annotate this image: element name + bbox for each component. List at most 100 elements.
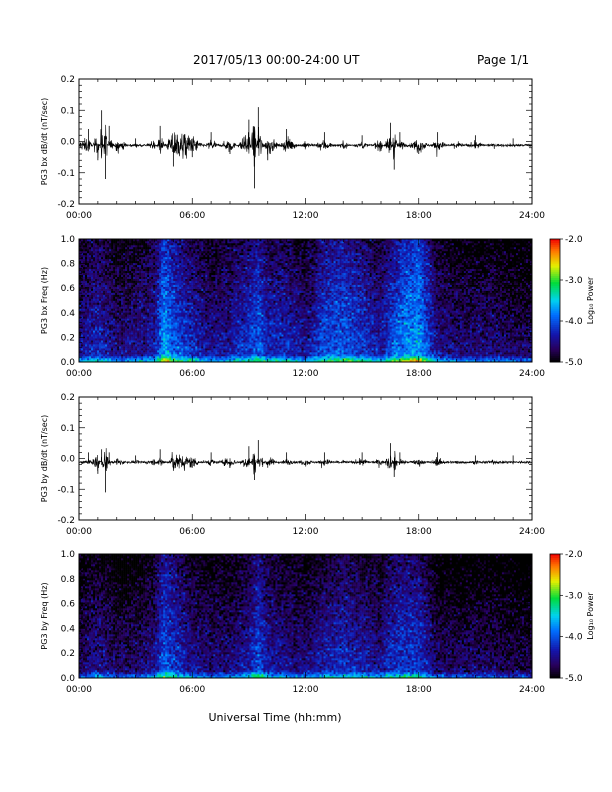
spectrogram-cell — [149, 354, 152, 357]
spectrogram-cell — [123, 354, 126, 357]
spectrogram-cell — [143, 278, 146, 281]
spectrogram-cell — [103, 250, 106, 254]
spectrogram-cell — [195, 266, 198, 270]
spectrogram-cell — [177, 270, 180, 274]
spectrogram-cell — [161, 276, 164, 279]
spectrogram-cell — [217, 332, 220, 335]
spectrogram-cell — [181, 304, 184, 307]
spectrogram-cell — [133, 262, 136, 266]
spectrogram-cell — [213, 360, 216, 363]
spectrogram-cell — [97, 268, 100, 272]
spectrogram-cell — [147, 306, 150, 309]
spectrogram-cell — [153, 258, 156, 262]
spectrogram-cell — [213, 286, 216, 289]
spectrogram-cell — [219, 290, 222, 293]
spectrogram-cell — [231, 274, 234, 277]
spectrogram-cell — [181, 300, 184, 303]
spectrogram-cell — [205, 258, 208, 262]
spectrogram-cell — [97, 336, 100, 339]
spectrogram-cell — [131, 308, 134, 311]
spectrogram-cell — [159, 272, 162, 276]
spectrogram-cell — [93, 282, 96, 285]
spectrogram-cell — [227, 292, 230, 295]
spectrogram-cell — [123, 264, 126, 268]
spectrogram-cell — [145, 246, 148, 250]
spectrogram-cell — [201, 284, 204, 287]
spectrogram-cell — [231, 340, 234, 343]
spectrogram-cell — [189, 298, 192, 301]
spectrogram-cell — [99, 260, 102, 264]
spectrogram-cell — [219, 256, 222, 260]
spectrogram-cell — [131, 306, 134, 309]
spectrogram-cell — [135, 292, 138, 295]
spectrogram-cell — [225, 266, 228, 270]
spectrogram-cell — [87, 310, 90, 313]
spectrogram-cell — [105, 260, 108, 264]
spectrogram-cell — [109, 342, 112, 345]
spectrogram-cell — [135, 304, 138, 307]
spectrogram-cell — [99, 264, 102, 268]
spectrogram-cell — [119, 360, 122, 363]
spectrogram-cell — [97, 356, 100, 359]
spectrogram-cell — [133, 246, 136, 250]
spectrogram-cell — [155, 280, 158, 283]
spectrogram-cell — [109, 304, 112, 307]
spectrogram-cell — [149, 248, 152, 252]
spectrogram-cell — [225, 294, 228, 297]
spectrogram-cell — [187, 354, 190, 357]
spectrogram-cell — [149, 328, 152, 331]
spectrogram-cell — [171, 354, 174, 357]
spectrogram-cell — [159, 282, 162, 285]
spectrogram-cell — [225, 314, 228, 317]
spectrogram-cell — [97, 256, 100, 260]
spectrogram-cell — [169, 272, 172, 276]
spectrogram-cell — [133, 320, 136, 323]
spectrogram-cell — [141, 284, 144, 287]
spectrogram-cell — [117, 250, 120, 254]
spectrogram-cell — [107, 270, 110, 274]
spectrogram-cell — [81, 316, 84, 319]
spectrogram-cell — [169, 346, 172, 349]
spectrogram-cell — [89, 318, 92, 321]
spectrogram-cell — [227, 320, 230, 323]
spectrogram-cell — [213, 294, 216, 297]
spectrogram-cell — [119, 256, 122, 260]
spectrogram-cell — [89, 292, 92, 295]
spectrogram-cell — [109, 244, 112, 248]
spectrogram-cell — [227, 286, 230, 289]
spectrogram-cell — [145, 316, 148, 319]
spectrogram-cell — [79, 348, 82, 351]
spectrogram-cell — [125, 296, 128, 299]
spectrogram-cell — [79, 246, 82, 250]
spectrogram-cell — [205, 320, 208, 323]
spectrogram-cell — [173, 242, 176, 246]
spectrogram-cell — [205, 354, 208, 357]
spectrogram-cell — [79, 292, 82, 295]
spectrogram-cell — [93, 320, 96, 323]
spectrogram-cell — [159, 266, 162, 270]
spectrogram-cell — [93, 346, 96, 349]
spectrogram-cell — [223, 256, 226, 260]
spectrogram-cell — [217, 324, 220, 327]
spectrogram-cell — [139, 290, 142, 293]
spectrogram-cell — [213, 344, 216, 347]
spectrogram-cell — [199, 290, 202, 293]
spectrogram-cell — [169, 239, 172, 242]
spectrogram-cell — [165, 330, 168, 333]
spectrogram-cell — [213, 354, 216, 357]
spectrogram-cell — [137, 314, 140, 317]
spectrogram-cell — [193, 258, 196, 262]
spectrogram-cell — [223, 266, 226, 270]
spectrogram-cell — [187, 250, 190, 254]
spectrogram-cell — [153, 314, 156, 317]
spectrogram-cell — [223, 276, 226, 279]
spectrogram-cell — [221, 354, 224, 357]
spectrogram-cell — [137, 290, 140, 293]
spectrogram-cell — [87, 300, 90, 303]
spectrogram-cell — [85, 280, 88, 283]
spectrogram-cell — [101, 358, 104, 361]
spectrogram-cell — [185, 252, 188, 256]
spectrogram-cell — [135, 282, 138, 285]
spectrogram-cell — [111, 300, 114, 303]
spectrogram-cell — [123, 324, 126, 327]
